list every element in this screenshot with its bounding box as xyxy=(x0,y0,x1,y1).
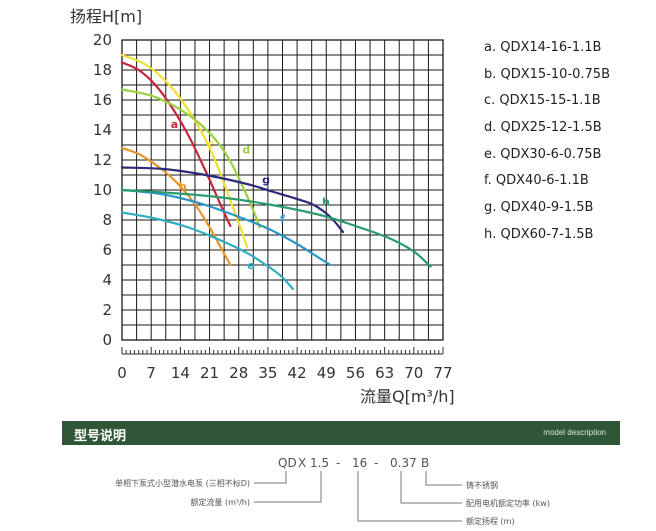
chart-legend: a. QDX14-16-1.1B b. QDX15-10-0.75B c. QDX1… xyxy=(484,38,610,252)
x-tick-label: 28 xyxy=(229,364,248,382)
curve-f xyxy=(120,188,332,267)
x-tick-label: 14 xyxy=(171,364,190,382)
performance-curves xyxy=(120,53,432,291)
code-part-dash1: - xyxy=(336,456,340,470)
x-axis-ruler xyxy=(121,347,444,355)
legend-entry-c: c. QDX15-15-1.1B xyxy=(484,93,601,109)
code-part-x: X xyxy=(298,456,306,470)
code-part-dash2: - xyxy=(374,456,378,470)
x-tick-label: 56 xyxy=(346,364,365,382)
y-tick-label: 20 xyxy=(93,31,112,49)
label-pump-type: 单相下泵式小型潜水电泵 (三相不标D) xyxy=(115,478,250,488)
y-tick-label: 14 xyxy=(93,121,112,139)
y-tick-label: 2 xyxy=(102,301,112,319)
label-power: 配用电机额定功率 (kw) xyxy=(466,498,550,508)
model-code: QD X 1.5 - 16 - 0.37 B xyxy=(278,456,429,470)
curve-tag-b: b xyxy=(179,180,187,193)
model-description-subtitle: model description xyxy=(543,428,606,437)
code-part-head: 16 xyxy=(352,456,367,470)
chart-grid xyxy=(122,40,443,340)
label-material: 铸不锈钢 xyxy=(466,480,498,490)
label-head: 额定扬程 (m) xyxy=(466,516,515,526)
model-description-title: 型号说明 xyxy=(74,428,127,443)
y-tick-label: 12 xyxy=(93,151,112,169)
code-part-power: 0.37 xyxy=(390,456,417,470)
curve-labels: a b c d e f g h xyxy=(171,118,330,272)
curve-tag-h: h xyxy=(322,196,330,209)
x-axis-ticks: 0 7 14 21 28 35 42 49 56 63 70 77 xyxy=(117,364,452,382)
model-code-connectors xyxy=(254,471,462,522)
y-tick-label: 6 xyxy=(102,241,112,259)
y-tick-label: 18 xyxy=(93,61,112,79)
legend-entry-g: g. QDX40-9-1.5B xyxy=(484,200,594,216)
curve-tag-g: g xyxy=(262,174,270,187)
curve-a xyxy=(120,61,232,228)
code-part-material: B xyxy=(421,456,429,470)
curve-tag-a: a xyxy=(171,118,178,131)
pump-performance-chart: a b c d e f g h 0 2 4 6 8 10 12 14 16 18 20 0 7 14 21 28 35 42 4… xyxy=(70,7,455,406)
curve-h xyxy=(120,188,432,268)
curve-tag-e: e xyxy=(247,259,254,272)
x-tick-label: 35 xyxy=(258,364,277,382)
curve-tag-d: d xyxy=(242,144,250,157)
y-axis-title: 扬程H[m] xyxy=(70,7,142,26)
x-tick-label: 0 xyxy=(117,364,127,382)
legend-entry-e: e. QDX30-6-0.75B xyxy=(484,146,602,162)
curve-b xyxy=(120,146,232,267)
y-axis-ticks: 0 2 4 6 8 10 12 14 16 18 20 xyxy=(93,31,112,349)
x-tick-label: 49 xyxy=(317,364,336,382)
curve-tag-c: c xyxy=(208,137,215,150)
model-code-diagram: QD X 1.5 - 16 - 0.37 B 单相下泵式小型潜水电泵 (三相不标… xyxy=(115,456,550,526)
curve-e xyxy=(120,211,295,291)
model-description-header: 型号说明 model description xyxy=(62,421,620,445)
legend-entry-f: f. QDX40-6-1.1B xyxy=(484,173,589,189)
curve-c xyxy=(120,53,249,249)
y-tick-label: 8 xyxy=(102,211,112,229)
legend-entry-d: d. QDX25-12-1.5B xyxy=(484,120,602,136)
curve-g xyxy=(120,166,345,234)
x-tick-label: 77 xyxy=(433,364,452,382)
legend-entry-h: h. QDX60-7-1.5B xyxy=(484,226,594,242)
legend-entry-a: a. QDX14-16-1.1B xyxy=(484,40,602,55)
y-tick-label: 4 xyxy=(102,271,112,289)
y-tick-label: 0 xyxy=(102,331,112,349)
x-tick-label: 7 xyxy=(146,364,156,382)
legend-entry-b: b. QDX15-10-0.75B xyxy=(484,66,610,82)
x-tick-label: 21 xyxy=(200,364,219,382)
x-axis-title: 流量Q[m³/h] xyxy=(360,387,455,406)
x-tick-label: 42 xyxy=(288,364,307,382)
x-tick-label: 63 xyxy=(375,364,394,382)
x-tick-label: 70 xyxy=(404,364,423,382)
code-part-qd: QD xyxy=(278,456,297,470)
y-tick-label: 16 xyxy=(93,91,112,109)
curve-d xyxy=(120,88,261,229)
curve-tag-f: f xyxy=(280,213,285,226)
code-part-flow: 1.5 xyxy=(310,456,329,470)
y-tick-label: 10 xyxy=(93,181,112,199)
label-flow: 额定流量 (m³/h) xyxy=(190,497,250,507)
